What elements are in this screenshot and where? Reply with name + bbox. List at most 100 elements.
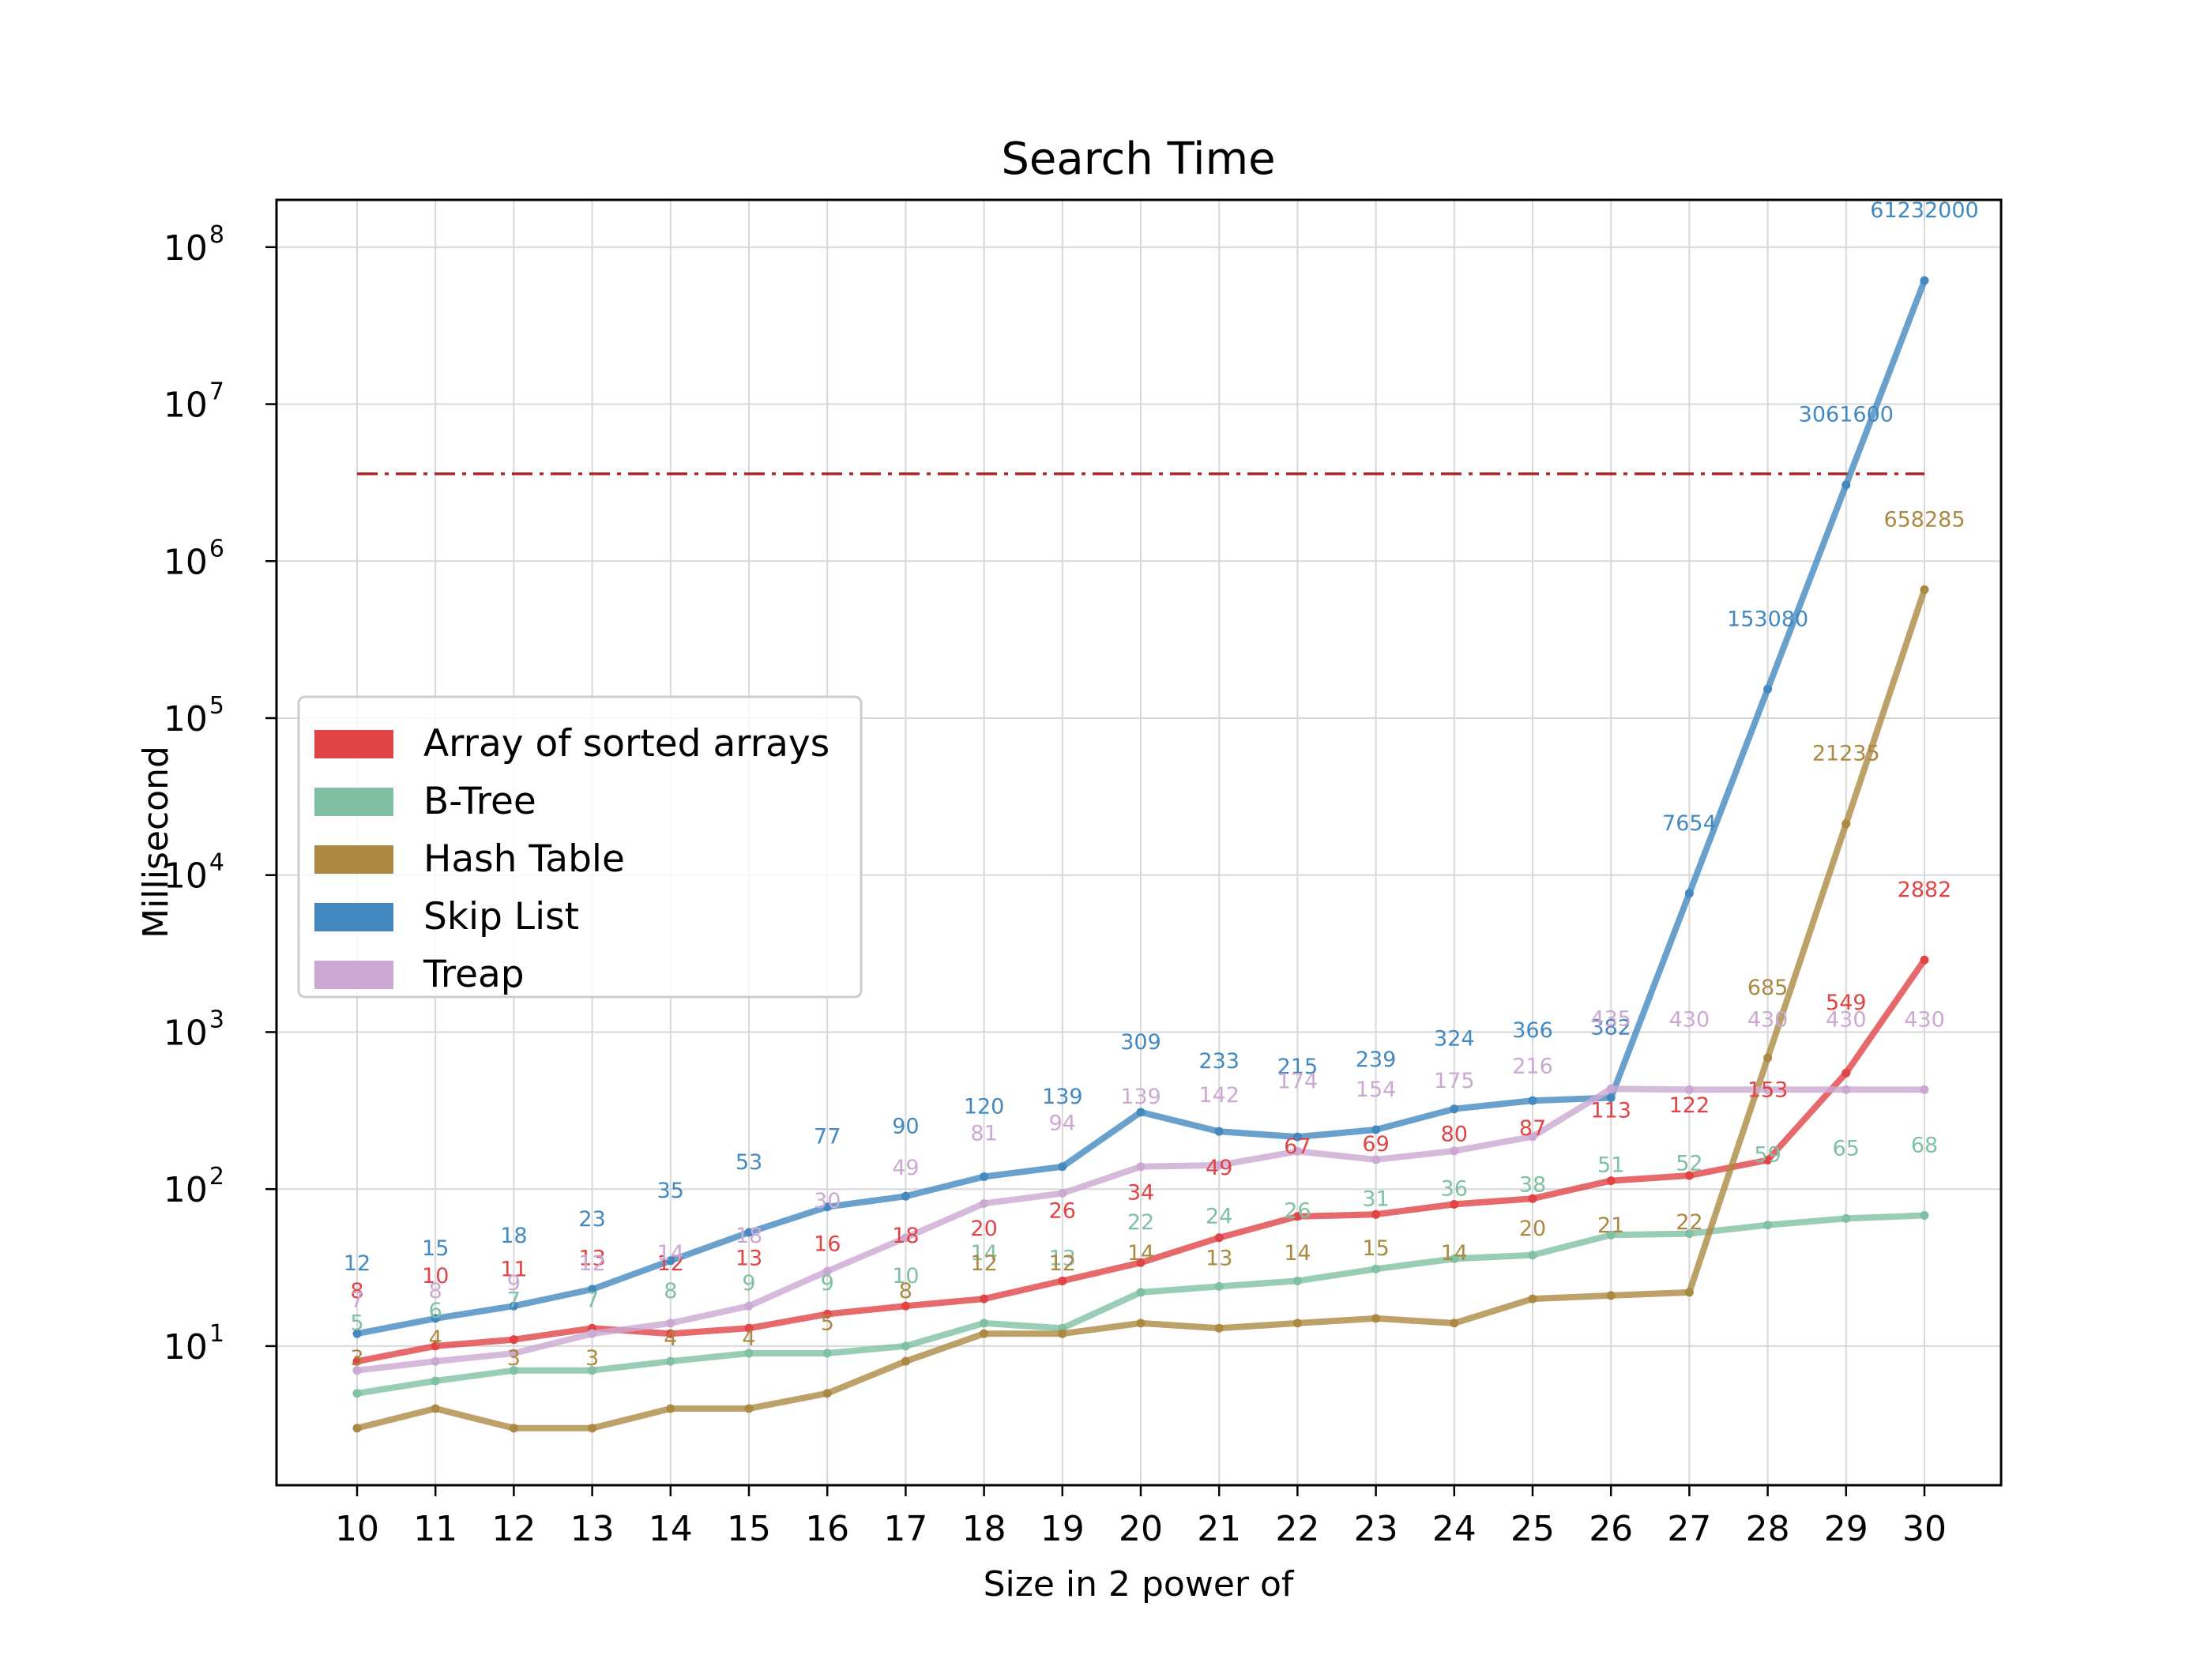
data-label: 35 — [657, 1179, 684, 1203]
data-label: 3 — [350, 1346, 363, 1371]
data-point — [1292, 1146, 1302, 1156]
data-point — [1214, 1233, 1224, 1243]
data-label: 52 — [1676, 1152, 1702, 1176]
data-point — [1841, 1085, 1851, 1094]
series-lines — [352, 276, 1929, 1433]
data-label: 5 — [821, 1311, 834, 1336]
x-tick-label: 24 — [1432, 1509, 1477, 1549]
data-point — [1920, 1210, 1929, 1220]
data-point — [1450, 1104, 1459, 1114]
data-point — [980, 1294, 989, 1304]
y-tick-exponent: 1 — [209, 1320, 224, 1348]
data-label: 65 — [1833, 1136, 1860, 1161]
data-label: 11 — [500, 1258, 527, 1282]
y-tick-exponent: 6 — [209, 535, 224, 562]
data-label: 18 — [892, 1224, 919, 1248]
y-axis-label: Millisecond — [136, 746, 176, 939]
data-label: 69 — [1362, 1132, 1389, 1157]
data-point — [1841, 1068, 1851, 1078]
data-point — [1371, 1125, 1381, 1134]
data-label: 30 — [814, 1189, 841, 1213]
data-label: 22 — [1676, 1210, 1702, 1235]
data-label: 7 — [350, 1288, 363, 1313]
data-point — [822, 1202, 832, 1212]
data-point — [1136, 1258, 1146, 1267]
x-tick-label: 11 — [413, 1509, 457, 1549]
data-label: 430 — [1826, 1007, 1867, 1032]
data-label: 3 — [507, 1346, 521, 1371]
data-point — [1841, 1213, 1851, 1223]
data-label: 59 — [1754, 1143, 1781, 1168]
legend: Array of sorted arrays B-Tree Hash Table Sk… — [297, 695, 863, 999]
data-label: 3 — [585, 1346, 599, 1371]
x-tick-label: 14 — [649, 1509, 693, 1549]
data-point — [744, 1323, 754, 1333]
data-label: 53 — [735, 1150, 762, 1175]
legend-label: B-Tree — [423, 780, 536, 823]
data-label: 12 — [657, 1251, 684, 1276]
data-point — [1841, 480, 1851, 490]
data-label: 61232000 — [1870, 198, 1978, 223]
data-label: 153 — [1747, 1078, 1789, 1102]
x-tick-label: 18 — [962, 1509, 1006, 1549]
data-label: 13 — [578, 1246, 605, 1270]
y-tick-exponent: 8 — [209, 221, 224, 249]
data-point — [1606, 1176, 1616, 1186]
data-point — [980, 1329, 989, 1338]
data-label: 24 — [1206, 1204, 1232, 1228]
data-point — [1058, 1276, 1067, 1285]
data-label: 21235 — [1812, 742, 1880, 766]
data-point — [1920, 585, 1929, 594]
data-point — [1528, 1096, 1537, 1105]
data-point — [1841, 819, 1851, 829]
data-point — [1763, 1085, 1773, 1094]
x-tick-label: 29 — [1824, 1509, 1868, 1549]
data-point — [1920, 1085, 1929, 1094]
data-point — [666, 1329, 675, 1338]
data-label: 22 — [1127, 1210, 1154, 1235]
data-label: 153080 — [1727, 607, 1808, 631]
data-point — [1763, 684, 1773, 694]
data-label: 174 — [1277, 1069, 1319, 1093]
data-label: 685 — [1747, 976, 1789, 1000]
data-point — [666, 1404, 675, 1413]
data-point — [431, 1404, 440, 1413]
x-tick-label: 27 — [1667, 1509, 1711, 1549]
data-label: 8 — [350, 1279, 363, 1304]
data-label: 12 — [970, 1251, 997, 1276]
data-point — [1136, 1319, 1146, 1328]
data-point — [1528, 1194, 1537, 1203]
legend-swatch — [314, 788, 393, 816]
data-point — [1606, 1291, 1616, 1300]
legend-box — [297, 695, 863, 999]
x-tick-label: 22 — [1275, 1509, 1319, 1549]
data-point — [1684, 889, 1694, 898]
data-point — [588, 1366, 597, 1375]
data-point — [1292, 1319, 1302, 1328]
legend-label: Array of sorted arrays — [423, 722, 830, 766]
data-point — [352, 1356, 362, 1366]
data-label: 12 — [1049, 1251, 1076, 1276]
data-label: 8 — [429, 1279, 442, 1304]
data-label: 154 — [1356, 1078, 1397, 1102]
data-point — [901, 1356, 910, 1366]
data-label: 120 — [964, 1094, 1005, 1119]
data-point — [1058, 1162, 1067, 1172]
data-label: 26 — [1284, 1198, 1311, 1223]
data-point — [666, 1356, 675, 1366]
x-tick-label: 16 — [805, 1509, 849, 1549]
x-tick-label: 15 — [727, 1509, 771, 1549]
data-label: 366 — [1512, 1018, 1553, 1043]
data-point — [1450, 1254, 1459, 1263]
data-label: 233 — [1198, 1049, 1240, 1074]
data-point — [1684, 1171, 1694, 1180]
data-label: 18 — [500, 1224, 527, 1248]
data-label: 324 — [1434, 1027, 1475, 1051]
x-tick-label: 20 — [1119, 1509, 1163, 1549]
data-point — [1292, 1132, 1302, 1142]
data-point — [509, 1366, 518, 1375]
data-label: 23 — [578, 1207, 605, 1232]
data-label: 34 — [1127, 1180, 1154, 1205]
data-label: 113 — [1590, 1099, 1631, 1123]
data-point — [1606, 1084, 1616, 1093]
